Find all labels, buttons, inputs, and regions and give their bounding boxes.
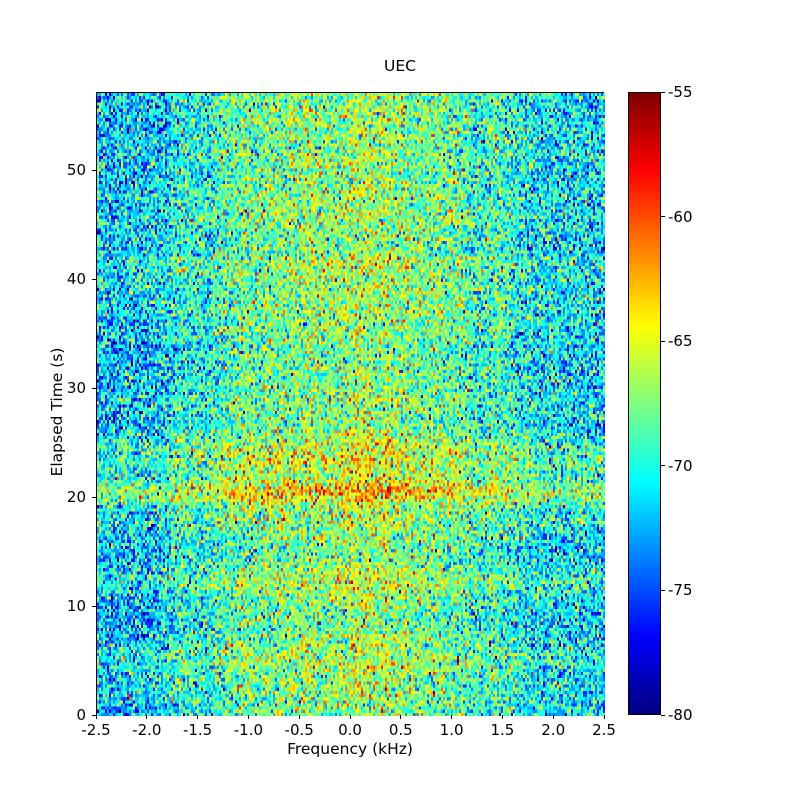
y-axis-tick-label: 0 xyxy=(76,706,86,724)
x-axis-tick xyxy=(349,715,351,719)
y-axis-tick-label: 30 xyxy=(66,379,86,398)
colorbar-tick xyxy=(661,714,665,716)
colorbar-tick xyxy=(661,589,665,591)
x-axis-tick-label: 0.0 xyxy=(338,721,362,739)
x-axis-tick-label: 0.5 xyxy=(388,721,413,739)
y-axis-tick xyxy=(92,605,96,607)
x-axis-tick-label: -2.0 xyxy=(132,721,162,739)
y-axis-tick-label: 10 xyxy=(66,597,86,616)
x-axis-tick xyxy=(95,715,97,719)
x-axis-tick-label: 2.0 xyxy=(541,721,566,739)
x-axis-tick xyxy=(451,715,453,719)
x-axis-tick-label: 1.5 xyxy=(490,721,515,739)
colorbar xyxy=(628,92,661,715)
x-axis-tick xyxy=(146,715,148,719)
x-axis-tick xyxy=(603,715,605,719)
colorbar-tick xyxy=(661,91,665,93)
colorbar-tick xyxy=(661,340,665,342)
y-axis-tick xyxy=(92,278,96,280)
x-axis-tick-label: 2.5 xyxy=(592,721,616,739)
colorbar-tick-label: -75 xyxy=(668,581,693,600)
x-axis-tick-label: -1.0 xyxy=(233,721,264,739)
colorbar-tick-label: -80 xyxy=(668,706,693,724)
colorbar-tick-label: -70 xyxy=(668,456,693,475)
colorbar-gradient xyxy=(629,93,660,714)
y-axis-tick xyxy=(92,714,96,716)
y-axis-tick-label: 50 xyxy=(66,161,86,180)
y-axis-tick xyxy=(92,169,96,171)
x-axis-label: Frequency (kHz) xyxy=(287,740,413,758)
x-axis-tick xyxy=(247,715,249,719)
x-axis-tick-label: -1.5 xyxy=(182,721,213,739)
x-axis-tick xyxy=(552,715,554,719)
x-axis-tick xyxy=(400,715,402,719)
spectrogram-image xyxy=(97,93,605,716)
colorbar-tick-label: -65 xyxy=(668,332,693,351)
x-axis-tick xyxy=(501,715,503,719)
spectrogram-axes xyxy=(96,92,605,716)
x-axis-tick xyxy=(197,715,199,719)
colorbar-tick xyxy=(661,465,665,467)
x-axis-tick-label: 1.0 xyxy=(439,721,464,739)
y-axis-tick-label: 40 xyxy=(66,270,86,289)
y-axis-label: Elapsed Time (s) xyxy=(48,347,66,477)
x-axis-tick xyxy=(298,715,300,719)
x-axis-tick-label: -2.5 xyxy=(81,721,111,739)
y-axis-tick xyxy=(92,387,96,389)
y-axis-tick xyxy=(92,496,96,498)
colorbar-tick xyxy=(661,216,665,218)
colorbar-tick-label: -55 xyxy=(668,83,693,101)
y-axis-tick-label: 20 xyxy=(66,488,86,507)
title-station: UEC xyxy=(384,57,416,75)
x-axis-tick-label: -0.5 xyxy=(284,721,314,739)
colorbar-tick-label: -60 xyxy=(668,207,693,226)
